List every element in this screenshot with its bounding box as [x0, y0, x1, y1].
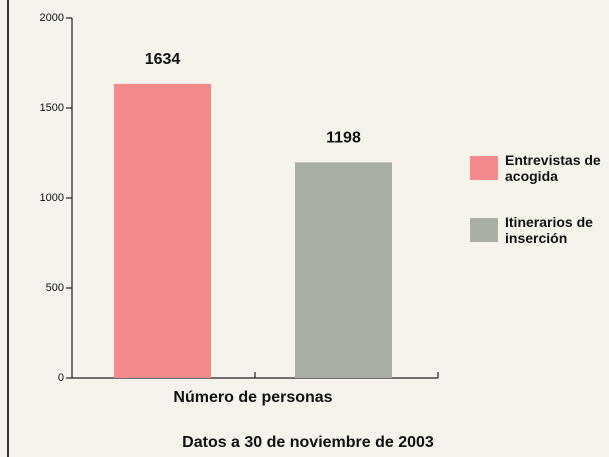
y-tick-label: 2000	[40, 12, 64, 24]
y-tick-label: 1000	[40, 192, 64, 204]
x-tick-label: Número de personas	[173, 389, 332, 406]
y-tick-label: 0	[58, 372, 64, 384]
y-tick-label: 1500	[40, 102, 64, 114]
y-tick-label: 500	[46, 282, 64, 294]
value-label: 1198	[326, 130, 361, 147]
legend-swatch	[470, 156, 498, 180]
bar	[114, 83, 211, 378]
caption: Datos a 30 de noviembre de 2003	[182, 434, 434, 451]
bar	[295, 162, 392, 378]
legend-swatch	[470, 218, 498, 242]
legend-label: Entrevistas de acogida	[505, 152, 601, 184]
legend-label: Itinerarios de inserción	[505, 214, 593, 246]
value-label: 1634	[145, 51, 181, 68]
